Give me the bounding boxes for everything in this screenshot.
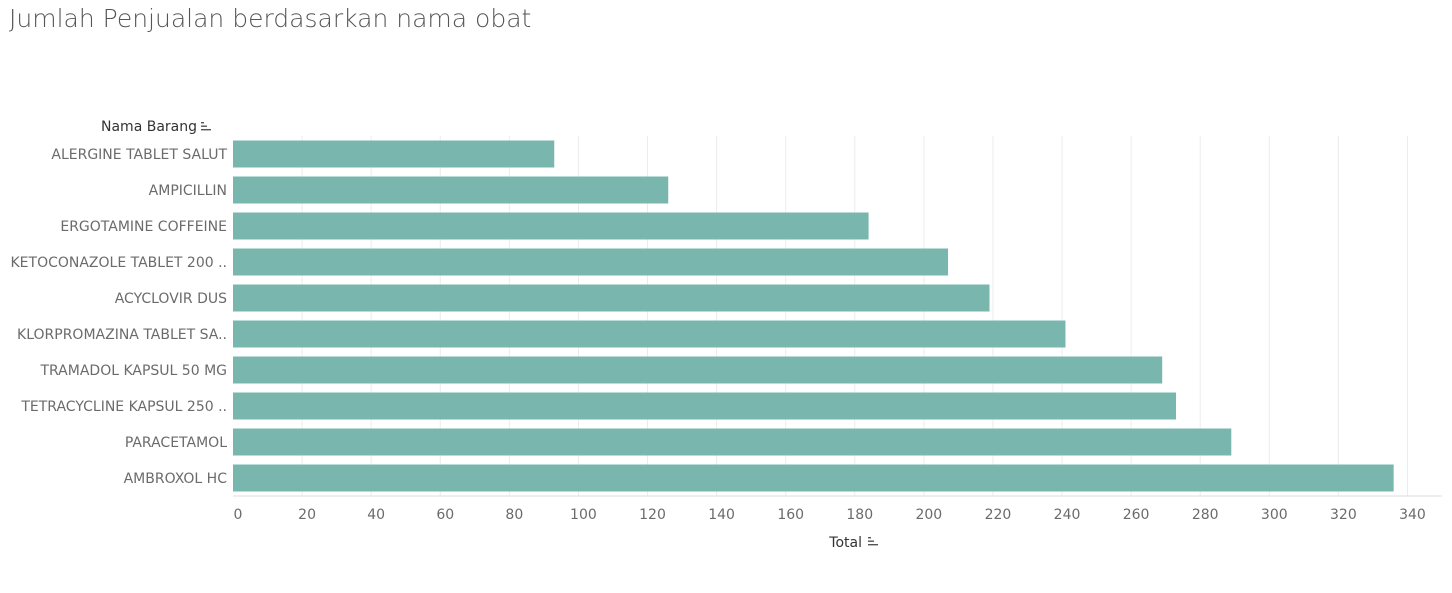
category-label[interactable]: ACYCLOVIR DUS bbox=[115, 291, 227, 307]
bar[interactable] bbox=[233, 464, 1394, 492]
bars bbox=[233, 140, 1394, 492]
sort-icon[interactable] bbox=[201, 122, 211, 131]
x-tick-label: 60 bbox=[436, 507, 454, 523]
category-label[interactable]: TETRACYCLINE KAPSUL 250 .. bbox=[20, 399, 227, 415]
x-tick-label: 180 bbox=[846, 507, 873, 523]
y-axis-title[interactable]: Nama Barang bbox=[101, 119, 197, 135]
x-tick-label: 20 bbox=[298, 507, 316, 523]
x-tick-label: 220 bbox=[985, 507, 1012, 523]
category-labels: ALERGINE TABLET SALUT AMPICILLIN ERGOTAMIN… bbox=[10, 147, 227, 487]
category-label[interactable]: PARACETAMOL bbox=[125, 435, 227, 451]
bar[interactable] bbox=[233, 248, 949, 276]
x-axis-title[interactable]: Total bbox=[828, 535, 862, 551]
x-tick-label: 100 bbox=[570, 507, 597, 523]
sort-icon[interactable] bbox=[868, 537, 878, 546]
bar[interactable] bbox=[233, 320, 1066, 348]
x-tick-label: 120 bbox=[639, 507, 666, 523]
x-tick-label: 0 bbox=[234, 507, 243, 523]
bar[interactable] bbox=[233, 284, 990, 312]
x-tick-label: 340 bbox=[1399, 507, 1426, 523]
bar[interactable] bbox=[233, 356, 1163, 384]
category-label[interactable]: ERGOTAMINE COFFEINE bbox=[60, 219, 227, 235]
bar[interactable] bbox=[233, 212, 869, 240]
category-label[interactable]: TRAMADOL KAPSUL 50 MG bbox=[39, 363, 227, 379]
x-tick-labels: 0 20 40 60 80 100 120 140 160 180 200 220 240 260 280 3… bbox=[234, 507, 1426, 523]
x-tick-label: 200 bbox=[915, 507, 942, 523]
bar[interactable] bbox=[233, 140, 555, 168]
x-tick-label: 260 bbox=[1123, 507, 1150, 523]
category-label[interactable]: ALERGINE TABLET SALUT bbox=[51, 147, 227, 163]
x-tick-label: 80 bbox=[505, 507, 523, 523]
x-tick-label: 140 bbox=[708, 507, 735, 523]
category-label[interactable]: AMPICILLIN bbox=[149, 183, 227, 199]
x-tick-label: 300 bbox=[1261, 507, 1288, 523]
x-tick-label: 40 bbox=[367, 507, 385, 523]
bar[interactable] bbox=[233, 428, 1232, 456]
chart-title: Jumlah Penjualan berdasarkan nama obat bbox=[9, 4, 532, 33]
x-tick-label: 320 bbox=[1330, 507, 1357, 523]
x-tick-label: 160 bbox=[777, 507, 804, 523]
x-tick-label: 240 bbox=[1054, 507, 1081, 523]
bar[interactable] bbox=[233, 176, 669, 204]
category-label[interactable]: KLORPROMAZINA TABLET SA.. bbox=[17, 327, 227, 343]
bar[interactable] bbox=[233, 392, 1177, 420]
category-label[interactable]: KETOCONAZOLE TABLET 200 .. bbox=[10, 255, 227, 271]
category-label[interactable]: AMBROXOL HC bbox=[124, 471, 228, 487]
x-tick-label: 280 bbox=[1192, 507, 1219, 523]
